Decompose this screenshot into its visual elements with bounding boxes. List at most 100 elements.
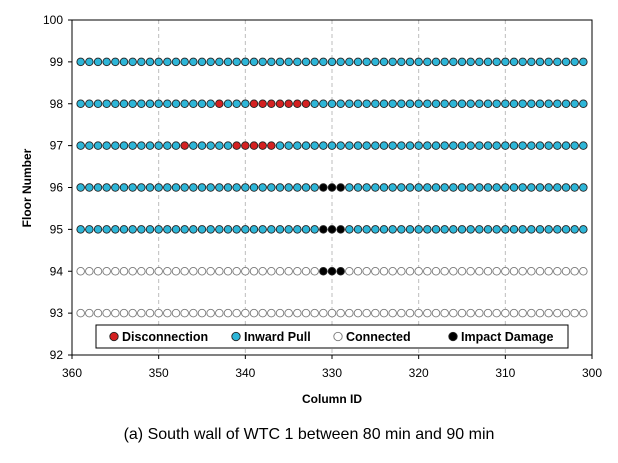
point-connected [561, 267, 571, 276]
point-connected [405, 267, 415, 276]
point-connected [293, 308, 302, 318]
point-connected [163, 308, 172, 318]
point-inward-pull [353, 141, 363, 150]
point-inward-pull [483, 57, 493, 67]
point-connected [362, 308, 371, 318]
point-inward-pull [440, 57, 449, 67]
point-connected [388, 267, 397, 276]
point-inward-pull [371, 57, 380, 67]
point-connected [189, 267, 198, 276]
point-inward-pull [518, 99, 527, 108]
y-tick-label: 99 [50, 55, 64, 69]
point-disconnection [267, 99, 276, 108]
point-inward-pull [301, 183, 311, 192]
point-inward-pull [397, 183, 406, 192]
point-inward-pull [241, 99, 250, 108]
point-inward-pull [414, 57, 423, 67]
point-inward-pull [431, 57, 441, 67]
point-inward-pull [137, 183, 146, 192]
point-inward-pull [527, 225, 536, 234]
point-inward-pull [215, 57, 224, 67]
point-inward-pull [431, 141, 441, 150]
point-inward-pull [197, 183, 207, 192]
point-inward-pull [371, 225, 380, 234]
point-connected [353, 267, 363, 276]
x-tick-label: 340 [235, 366, 255, 380]
point-inward-pull [449, 141, 458, 150]
point-inward-pull [423, 57, 432, 67]
point-connected [102, 308, 111, 318]
point-disconnection [258, 99, 267, 108]
point-connected [310, 267, 319, 276]
point-impact-damage [336, 267, 345, 276]
point-inward-pull [371, 141, 380, 150]
point-connected [535, 308, 545, 318]
point-connected [492, 267, 501, 276]
point-inward-pull [197, 141, 207, 150]
point-connected [405, 308, 415, 318]
point-inward-pull [423, 183, 432, 192]
point-impact-damage [319, 183, 328, 192]
point-connected [223, 308, 233, 318]
point-inward-pull [258, 57, 267, 67]
point-inward-pull [189, 183, 198, 192]
point-connected [379, 267, 389, 276]
point-inward-pull [345, 225, 354, 234]
point-connected [466, 308, 475, 318]
legend-marker-inward-pull [231, 331, 241, 342]
point-connected [527, 308, 536, 318]
point-inward-pull [154, 225, 163, 234]
point-disconnection [241, 141, 250, 150]
x-axis-title: Column ID [302, 392, 362, 406]
point-inward-pull [388, 57, 397, 67]
y-tick-label: 92 [50, 348, 64, 362]
point-inward-pull [475, 183, 484, 192]
point-connected [535, 267, 545, 276]
point-inward-pull [570, 99, 579, 108]
point-inward-pull [258, 225, 267, 234]
point-disconnection [301, 99, 311, 108]
point-inward-pull [275, 141, 285, 150]
point-connected [553, 267, 562, 276]
point-connected [371, 308, 380, 318]
point-inward-pull [85, 141, 94, 150]
point-connected [128, 267, 137, 276]
point-connected [379, 308, 389, 318]
point-inward-pull [102, 183, 111, 192]
point-inward-pull [171, 57, 181, 67]
point-inward-pull [553, 57, 562, 67]
point-inward-pull [544, 141, 553, 150]
point-inward-pull [145, 57, 155, 67]
point-inward-pull [527, 141, 536, 150]
point-connected [527, 267, 536, 276]
point-inward-pull [397, 99, 406, 108]
y-tick-label: 96 [50, 181, 64, 195]
point-inward-pull [535, 183, 545, 192]
point-connected [475, 267, 484, 276]
point-inward-pull [267, 225, 276, 234]
point-inward-pull [371, 183, 380, 192]
point-inward-pull [440, 141, 449, 150]
legend-label-impact-damage: Impact Damage [461, 330, 553, 344]
point-connected [189, 308, 198, 318]
point-disconnection [275, 99, 285, 108]
point-inward-pull [232, 99, 241, 108]
x-axis-ticks: 360 350 340 330 320 310 300 [62, 355, 602, 380]
point-connected [553, 308, 562, 318]
point-disconnection [215, 99, 224, 108]
point-inward-pull [189, 57, 198, 67]
point-inward-pull [327, 99, 337, 108]
point-inward-pull [327, 57, 337, 67]
point-inward-pull [501, 183, 510, 192]
point-inward-pull [275, 225, 285, 234]
point-inward-pull [466, 183, 475, 192]
point-inward-pull [449, 225, 458, 234]
point-inward-pull [310, 183, 319, 192]
point-inward-pull [457, 57, 467, 67]
point-connected [249, 308, 259, 318]
point-inward-pull [319, 57, 328, 67]
point-inward-pull [293, 183, 302, 192]
point-inward-pull [128, 57, 137, 67]
point-inward-pull [535, 225, 545, 234]
